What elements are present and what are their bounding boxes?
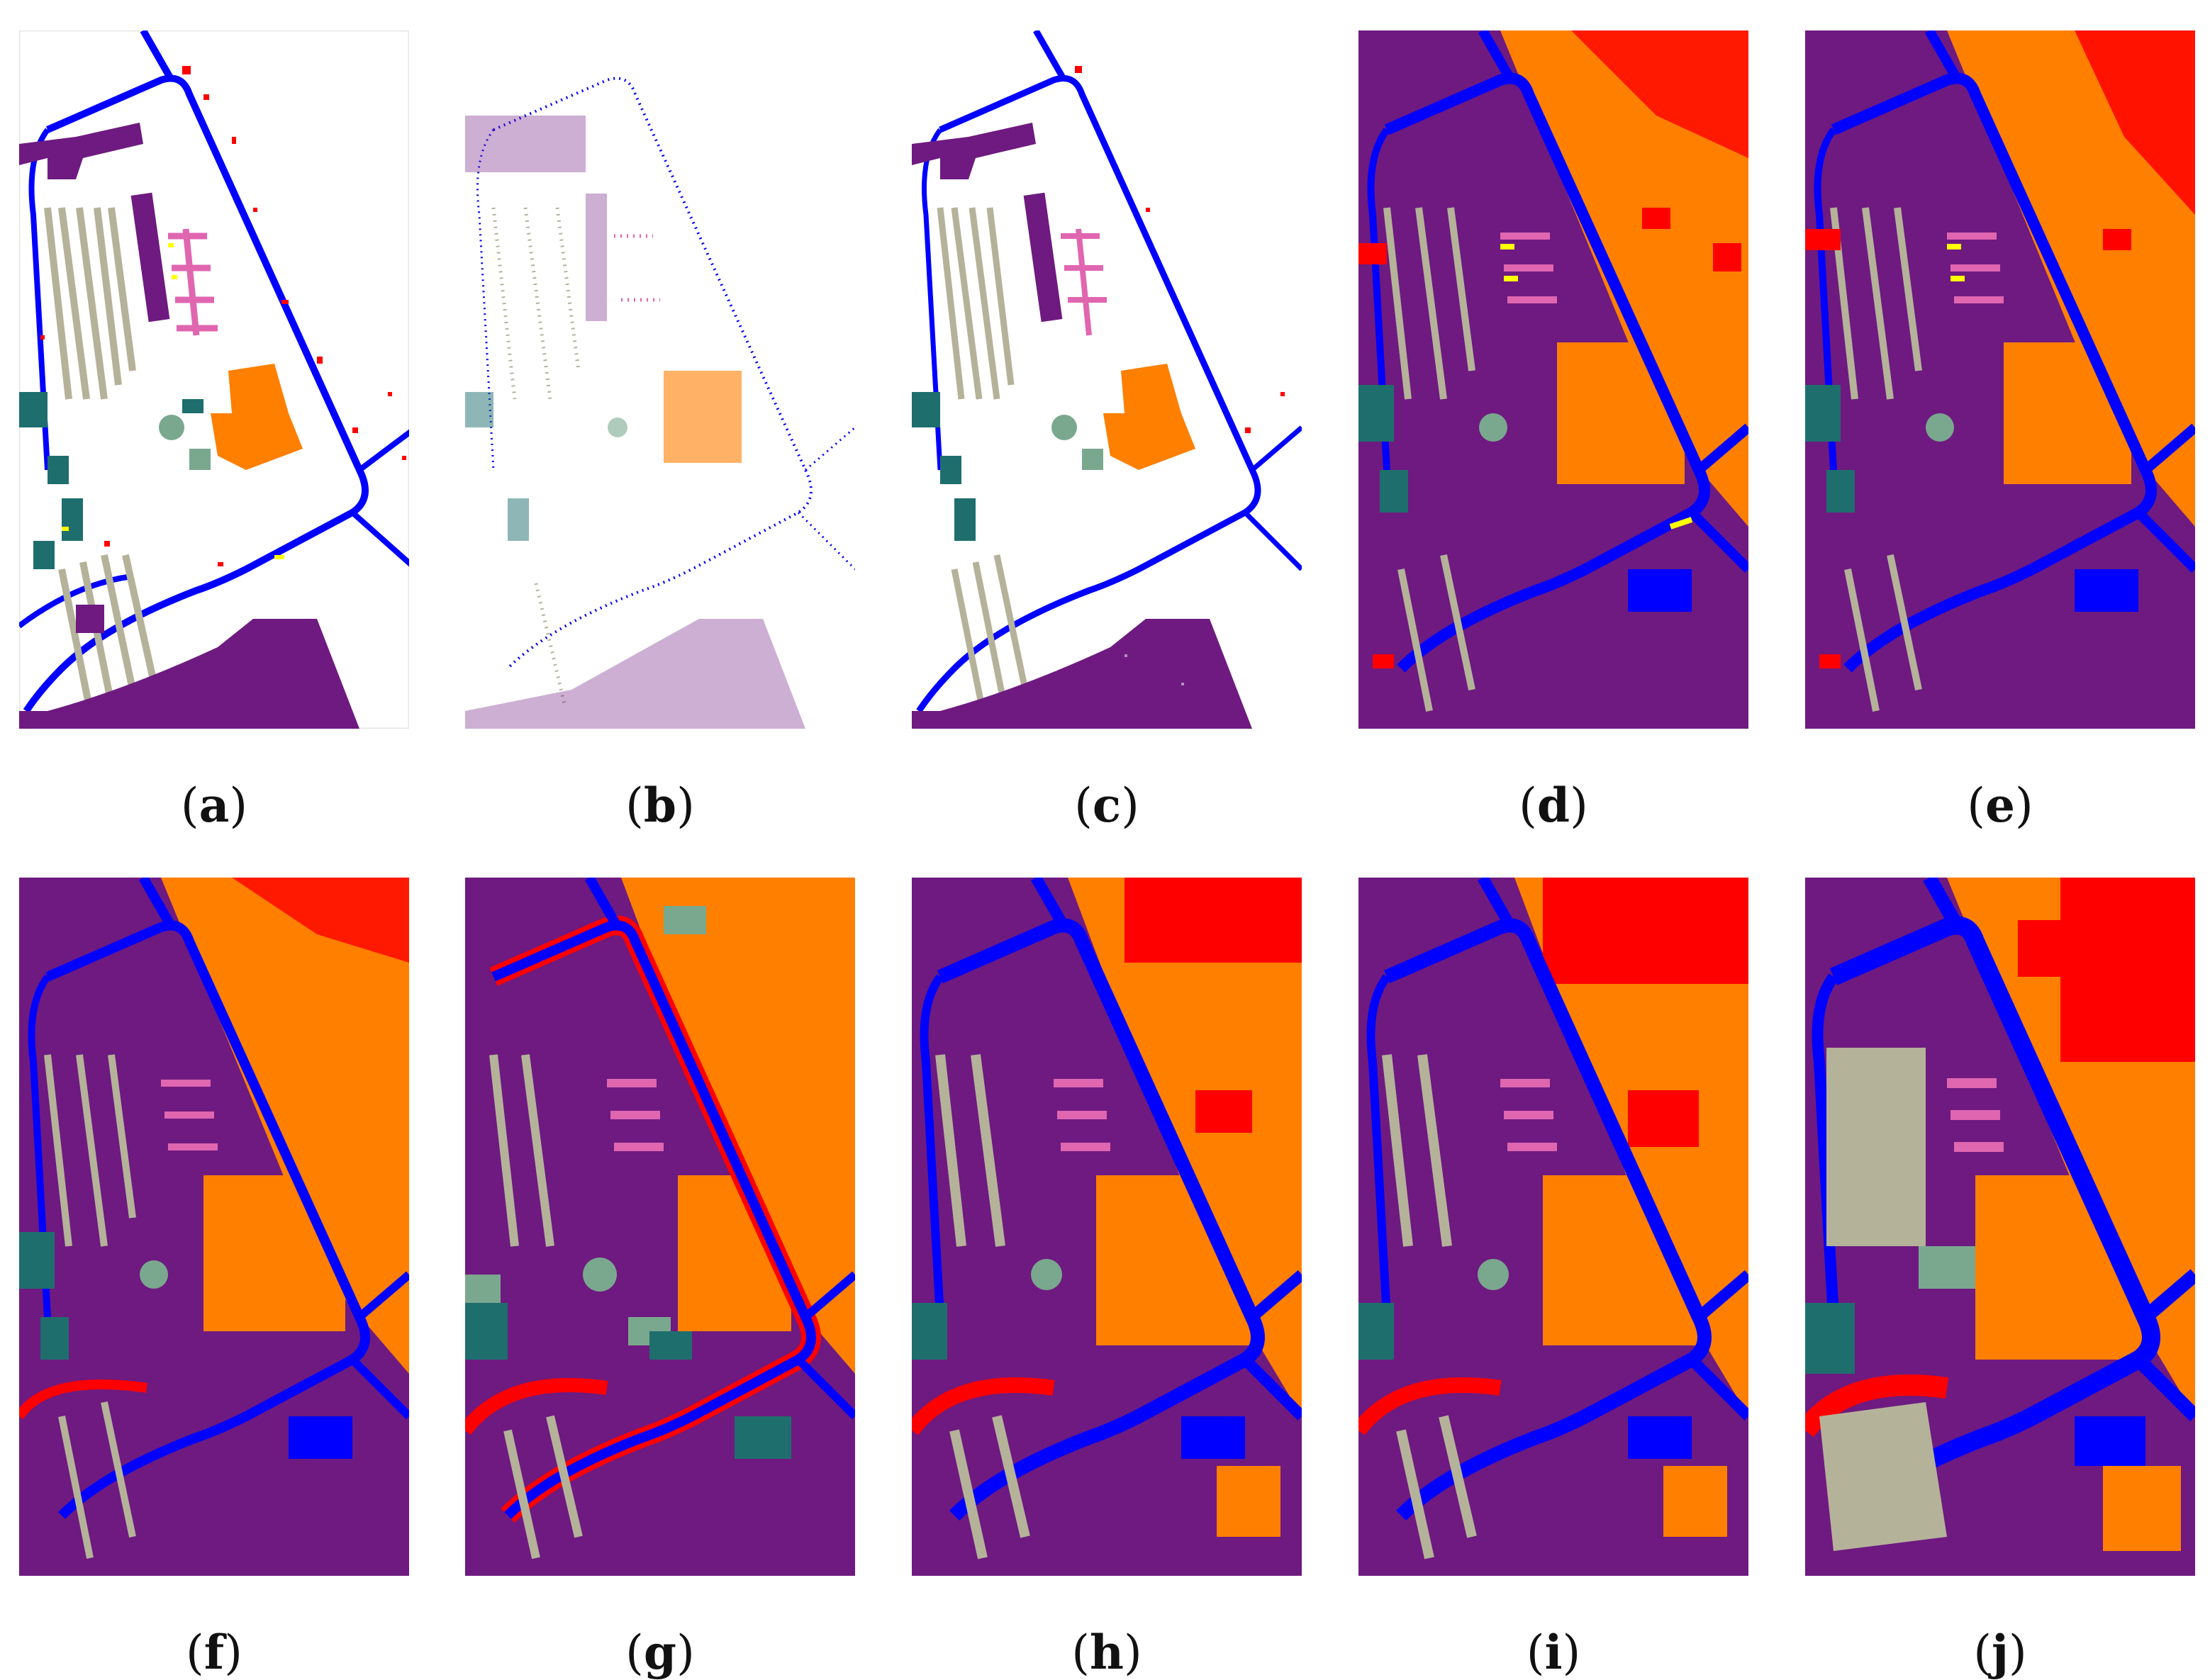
map-image-e <box>1805 30 2195 729</box>
panel-e-caption: (e) <box>1967 778 2033 833</box>
map-image-c <box>912 30 1302 729</box>
panel-j-caption: (j) <box>1973 1625 2027 1680</box>
classification-map-e <box>1805 30 2195 729</box>
map-image-j <box>1805 878 2195 1576</box>
panel-b-caption: (b) <box>625 778 695 833</box>
panel-c-caption: (c) <box>1074 778 1139 833</box>
classification-map-b <box>465 30 855 729</box>
panel-h-caption: (h) <box>1071 1625 1142 1680</box>
panel-g-caption: (g) <box>625 1625 695 1680</box>
panel-a-caption: (a) <box>180 778 248 833</box>
classification-map-a <box>19 30 409 729</box>
classification-map-h <box>912 878 1302 1576</box>
map-image-f <box>19 878 409 1576</box>
panel-d-caption: (d) <box>1519 778 1588 833</box>
map-image-g <box>465 878 855 1576</box>
map-image-d <box>1358 30 1748 729</box>
classification-map-f <box>19 878 409 1576</box>
classification-map-j <box>1805 878 2195 1576</box>
panel-f-caption: (f) <box>186 1625 242 1680</box>
classification-map-d <box>1358 30 1748 729</box>
classification-map-i <box>1358 878 1748 1576</box>
panel-i-caption: (i) <box>1526 1625 1581 1680</box>
classification-map-c <box>912 30 1302 729</box>
map-image-h <box>912 878 1302 1576</box>
map-image-i <box>1358 878 1748 1576</box>
map-image-b <box>465 30 855 729</box>
map-image-a <box>19 30 409 729</box>
classification-map-g <box>465 878 855 1576</box>
